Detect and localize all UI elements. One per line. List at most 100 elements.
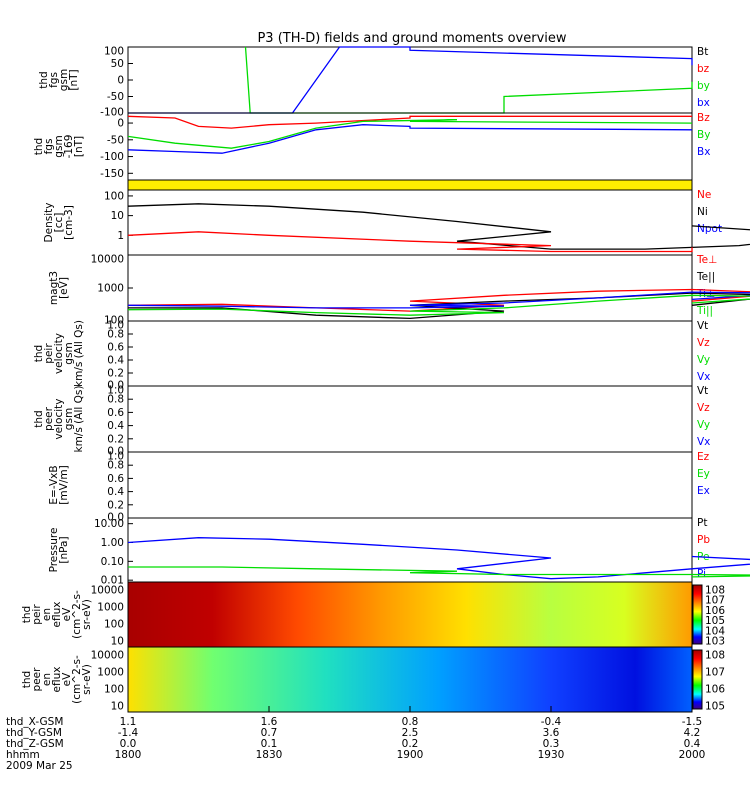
colorbar — [692, 584, 703, 645]
y-tick-label: 0.8 — [107, 394, 124, 406]
panel-frame — [127, 320, 693, 387]
y-tick-label: 10 — [111, 701, 124, 713]
x-row-value: 1900 — [397, 749, 424, 761]
legend-entry: bx — [697, 97, 710, 109]
legend-entry: Pt — [697, 517, 707, 529]
series-line-Ne — [127, 231, 693, 253]
y-axis-label: peir — [43, 343, 55, 364]
colorbar-tick: 103 — [705, 636, 725, 648]
chart-title: P3 (TH-D) fields and ground moments over… — [257, 31, 566, 46]
colorbar-tick: 104 — [705, 625, 725, 637]
y-tick-label: 100 — [104, 190, 124, 202]
legend-entry: Ne — [697, 189, 711, 201]
series-line-Bz — [127, 115, 692, 129]
y-axis-label: Density — [43, 203, 55, 243]
y-axis-label: [cm-3] — [63, 205, 75, 240]
y-axis-label: fgs — [48, 72, 60, 88]
y-tick-label: 0 — [117, 118, 124, 130]
x-row-value: 2000 — [679, 749, 706, 761]
series-line-Ni — [127, 203, 750, 250]
colorbar-tick: 106 — [705, 605, 725, 617]
legend-entry: Ey — [697, 468, 710, 480]
panel-frame — [127, 112, 693, 181]
y-axis-label: gsm — [63, 408, 75, 430]
y-axis-label: [nPa] — [58, 536, 70, 563]
series-line-By — [127, 119, 693, 149]
y-tick-label: 0.01 — [101, 575, 124, 587]
legend-entry: Ti|| — [696, 305, 713, 317]
y-tick-label: -100 — [100, 107, 124, 119]
y-tick-label: 10000 — [91, 254, 124, 266]
panel-5: 1.00.80.60.40.20.0 thdpeervelocitygsmkm/s… — [33, 385, 710, 458]
y-tick-label: 0.10 — [101, 556, 124, 568]
y-tick-label: 100 — [104, 684, 124, 696]
panel-2: 100 10 1 Density[cc][cm-3] Ne Ni Npot — [43, 189, 750, 256]
y-axis-label: eflux — [51, 667, 63, 693]
legend-entry: Vy — [697, 354, 710, 366]
colorbar-tick: 107 — [705, 667, 725, 679]
legend-entry: Vy — [697, 419, 710, 431]
y-tick-label: 1.00 — [101, 537, 124, 549]
y-tick-label: 50 — [111, 58, 124, 70]
y-axis-label: peer — [31, 667, 43, 692]
legend-entry: Ex — [697, 485, 710, 497]
x-row-label: thd_Y-GSM — [6, 727, 62, 739]
spectrogram-image — [127, 646, 693, 713]
y-axis-label: velocity — [53, 398, 65, 439]
x-date: 2009 Mar 25 — [6, 760, 73, 772]
legend-entry: Bx — [697, 146, 710, 158]
y-axis-label: Pressure — [48, 528, 60, 573]
x-row-value: 4.2 — [684, 727, 701, 739]
legend-entry: Te|| — [696, 271, 715, 283]
colorbar-tick: 105 — [705, 615, 725, 627]
y-tick-label: 0.2 — [107, 499, 124, 511]
series-line-Bx — [127, 124, 693, 154]
x-row-value: -1.5 — [682, 716, 703, 728]
y-axis-label: thd — [21, 606, 33, 623]
spectrogram-image — [127, 581, 693, 648]
y-tick-label: 0.0 — [107, 446, 124, 458]
y-axis-label: (cm^2-s- — [71, 655, 83, 704]
y-tick-label: 1000 — [97, 283, 124, 295]
y-tick-label: 0.4 — [107, 420, 124, 432]
legend-entry: bz — [697, 63, 710, 75]
x-row-value: 0.4 — [684, 738, 701, 750]
y-tick-label: 0.6 — [107, 473, 124, 485]
series-line-bx — [128, 46, 693, 114]
y-tick-label: 10000 — [91, 650, 124, 662]
colorbar-tick: 108 — [705, 650, 725, 662]
y-axis-label: -169 — [63, 135, 75, 159]
colorbar-tick: 106 — [705, 684, 725, 696]
x-row-value: -0.4 — [541, 716, 562, 728]
y-tick-label: 1 — [117, 230, 124, 242]
y-axis-label: gsm — [58, 69, 70, 91]
colorbar — [692, 649, 703, 710]
legend-entry: Vt — [697, 320, 708, 332]
x-row-value: 3.6 — [543, 727, 560, 739]
y-axis-label: km/s (All Qs) — [73, 320, 85, 387]
y-axis-label: [mV/m] — [58, 465, 70, 504]
y-tick-label: 0.2 — [107, 433, 124, 445]
y-axis-label: km/s (All Qs) — [73, 386, 85, 453]
y-tick-label: 10 — [111, 210, 124, 222]
legend-entry: Bz — [697, 112, 710, 124]
y-axis-label: [nT] — [68, 69, 80, 90]
x-row-value: 2.5 — [402, 727, 419, 739]
spectrogram-0: 10000 1000 100 10 thdpeirenefluxeV(cm^2-s-sr… — [21, 581, 725, 648]
panel-frame — [127, 189, 693, 256]
legend-entry: Ni — [697, 206, 708, 218]
y-tick-label: 100 — [104, 619, 124, 631]
x-row-value: 0.1 — [261, 738, 278, 750]
y-tick-label: 1.0 — [107, 385, 124, 397]
legend-entry: Bt — [697, 46, 708, 58]
y-axis-label: [cc] — [53, 213, 65, 233]
y-axis-label: thd — [38, 71, 50, 88]
y-tick-label: -150 — [100, 168, 124, 180]
y-tick-label: 10000 — [91, 585, 124, 597]
y-tick-label: 0.0 — [107, 512, 124, 524]
y-tick-label: 0.4 — [107, 486, 124, 498]
